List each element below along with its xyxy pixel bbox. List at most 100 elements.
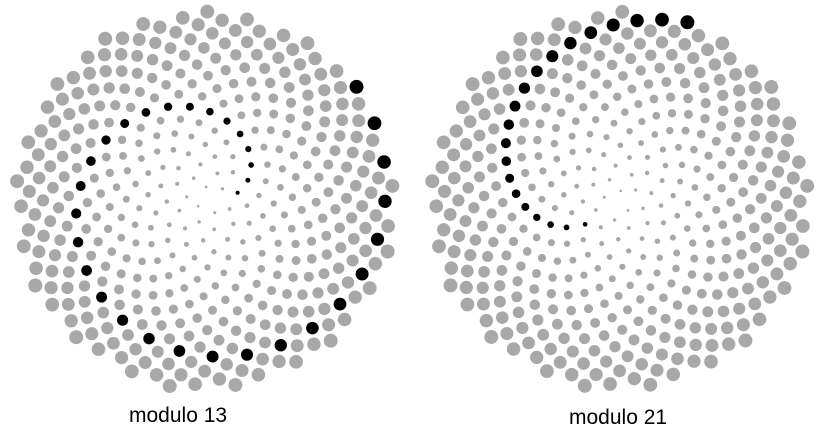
seed-dot: [218, 37, 231, 50]
seed-dot: [704, 151, 713, 160]
seed-dot: [63, 190, 75, 202]
seed-dot: [598, 330, 610, 341]
seed-dot: [91, 342, 106, 356]
seed-dot: [537, 253, 547, 263]
seed-dot: [101, 322, 114, 335]
seed-dot: [687, 270, 697, 279]
seed-dot: [317, 213, 328, 223]
seed-dot: [80, 311, 94, 325]
seed-dot: [357, 165, 370, 178]
seed-dot: [61, 220, 73, 232]
seed-dot: [191, 254, 198, 261]
seed-dot: [643, 79, 654, 89]
seed-dot: [591, 166, 597, 172]
seed-dot: [761, 254, 774, 267]
seed-dot: [385, 178, 400, 193]
seed-dot: [131, 221, 139, 229]
seed-dot: [722, 337, 736, 351]
seed-dot: [635, 65, 646, 76]
seed-dot: [97, 276, 108, 287]
seed-dot: [478, 108, 491, 121]
seed-dot: [274, 322, 287, 334]
seed-dot: [621, 27, 634, 40]
seed-dot: [241, 254, 249, 262]
seed-dot: [303, 220, 313, 230]
seed-dot: [183, 330, 195, 342]
seed-dot: [203, 70, 213, 81]
seed-dot: [551, 123, 561, 133]
seed-dot: [165, 289, 174, 298]
highlighted-seed-dot: [521, 202, 530, 211]
seed-dot: [435, 160, 450, 174]
seed-dot: [114, 299, 125, 311]
seed-dot: [197, 220, 201, 224]
seed-dot: [52, 202, 65, 214]
seed-dot: [770, 267, 784, 281]
phyllotaxis-spiral-modulo-13: [10, 4, 400, 393]
seed-dot: [602, 195, 606, 199]
seed-dot: [496, 223, 507, 234]
highlighted-seed-dot: [500, 138, 511, 149]
seed-dot: [764, 179, 777, 192]
highlighted-seed-dot: [377, 155, 391, 169]
seed-dot: [134, 87, 145, 97]
highlighted-seed-dot: [533, 213, 541, 222]
seed-dot: [563, 290, 573, 300]
seed-dot: [251, 367, 266, 382]
seed-dot: [761, 146, 774, 159]
caption-modulo-21: modulo 21: [569, 406, 668, 429]
seed-dot: [683, 225, 691, 232]
seed-dot: [580, 271, 588, 279]
seed-dot: [473, 129, 486, 142]
seed-dot: [20, 160, 34, 174]
seed-dot: [716, 121, 727, 132]
seed-dot: [633, 37, 646, 50]
seed-dot: [341, 192, 352, 204]
seed-dot: [89, 173, 99, 183]
seed-dot: [288, 272, 298, 282]
seed-dot: [727, 287, 739, 299]
seed-dot: [132, 304, 143, 315]
seed-dot: [62, 266, 75, 278]
seed-dot: [532, 314, 544, 326]
seed-dot: [619, 263, 626, 270]
seed-dot: [765, 130, 778, 144]
seed-dot: [158, 183, 164, 189]
seed-dot: [628, 334, 640, 346]
seed-dot: [589, 90, 599, 100]
seed-dot: [606, 254, 613, 260]
seed-dot: [215, 13, 229, 27]
seed-dot: [176, 165, 181, 171]
seed-dot: [654, 62, 666, 74]
seed-dot: [246, 76, 257, 87]
seed-dot: [732, 213, 743, 223]
seed-dot: [459, 215, 472, 228]
seed-dot: [259, 319, 271, 331]
seed-dot: [501, 250, 512, 261]
seed-dot: [732, 84, 746, 97]
seed-dot: [97, 306, 110, 319]
seed-dot: [147, 72, 158, 84]
seed-dot: [665, 49, 678, 61]
seed-dot: [267, 285, 277, 296]
seed-dot: [45, 264, 59, 278]
seed-dot: [478, 265, 490, 278]
highlighted-seed-dot: [245, 177, 251, 183]
seed-dot: [586, 130, 594, 138]
seed-dot: [512, 306, 525, 319]
seed-dot: [460, 297, 475, 312]
seed-dot: [735, 230, 746, 241]
seed-dot: [287, 224, 296, 233]
seed-dot: [627, 155, 632, 160]
seed-dot: [644, 154, 651, 160]
seed-dot: [196, 205, 200, 208]
highlighted-seed-dot: [274, 339, 287, 352]
seed-dot: [547, 180, 555, 188]
seed-dot: [66, 70, 81, 85]
seed-dot: [706, 255, 716, 265]
seed-dot: [673, 249, 681, 257]
highlighted-seed-dot: [81, 265, 92, 276]
seed-dot: [197, 92, 207, 101]
seed-dot: [318, 84, 331, 97]
seed-dot: [301, 121, 312, 132]
